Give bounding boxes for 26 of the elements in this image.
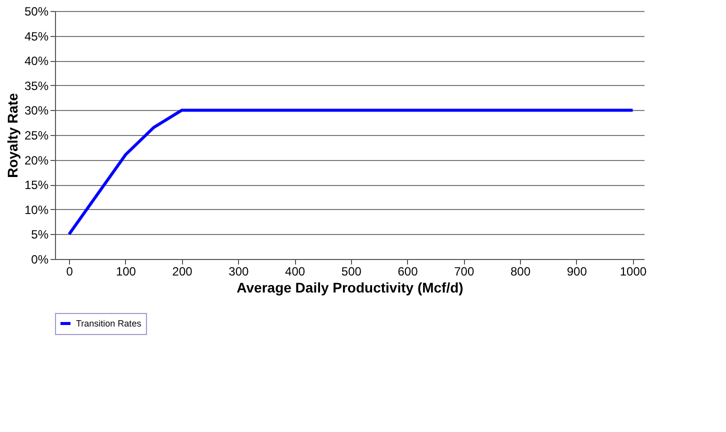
y-tick-label: 15% [24,178,49,192]
y-tick-label: 25% [24,128,49,142]
x-tick-label: 800 [510,264,531,278]
x-axis-title: Average Daily Productivity (Mcf/d) [236,280,464,296]
x-tick-label: 900 [566,264,588,278]
y-tick-label: 0% [31,252,49,266]
line-series [68,108,634,236]
y-tick-label: 5% [31,228,49,242]
x-tick-label: 1000 [620,264,647,278]
y-axis-title: Royalty Rate [4,92,20,178]
x-tick-label: 600 [398,264,418,278]
x-tick-label: 200 [172,264,193,278]
y-tick-label: 35% [24,78,49,93]
x-tick-label: 300 [228,264,250,278]
y-tick-label: 30% [24,104,49,118]
y-tick-label: 50% [24,4,49,18]
y-tick-label: 10% [24,202,49,217]
x-tick-label: 0 [66,264,74,278]
x-tick-label: 100 [116,264,136,278]
x-tick-label: 500 [341,264,362,278]
x-tick-label: 700 [454,264,474,278]
y-tick-label: 45% [24,29,49,44]
x-tick-label: 400 [285,264,306,278]
y-tick-label: 20% [24,153,49,168]
legend-label: Transition Rates [76,318,142,328]
y-tick-label: 40% [24,54,49,68]
